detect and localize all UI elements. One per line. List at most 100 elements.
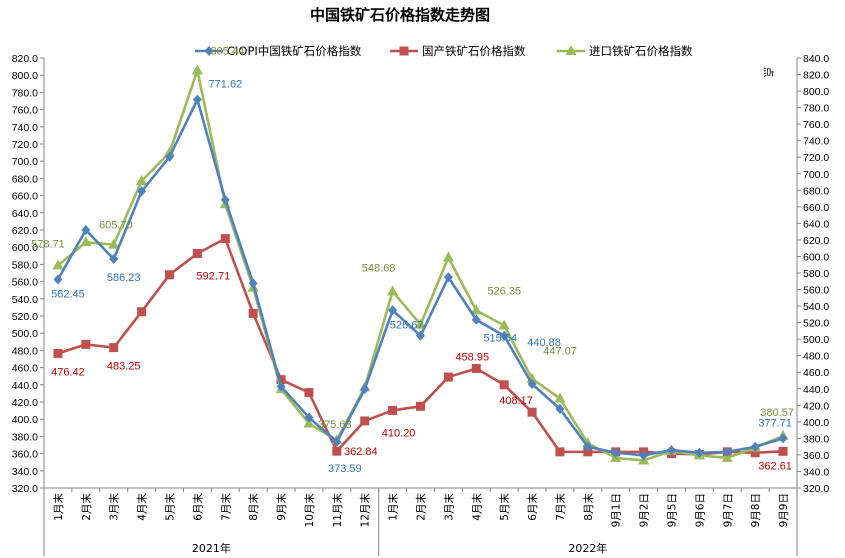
x-tick-label: 9月8日: [750, 493, 762, 527]
y2-tick-label: 480.0: [803, 351, 829, 363]
y-tick-label: 640.0: [12, 208, 38, 220]
x-tick-label: 3月末: [108, 493, 121, 521]
data-point-square: [443, 372, 453, 382]
series-0: [53, 94, 788, 461]
x-tick-label: 1月末: [52, 493, 65, 521]
data-label: 362.84: [344, 446, 378, 458]
data-point-square: [304, 388, 314, 398]
data-point-diamond: [360, 384, 370, 395]
data-point-square: [416, 401, 425, 411]
data-point-diamond: [304, 412, 314, 423]
data-point-triangle: [470, 304, 482, 315]
data-point-triangle: [498, 319, 510, 330]
data-point-square: [137, 307, 147, 317]
y2-tick-label: 540.0: [803, 301, 829, 313]
y2-tick-label: 820.0: [803, 70, 829, 82]
data-label: 380.57: [760, 407, 794, 419]
y2-tick-label: 500.0: [803, 334, 829, 346]
data-point-square: [332, 446, 342, 456]
data-label: 771.62: [209, 79, 243, 91]
y2-tick-label: 580.0: [803, 268, 829, 280]
data-point-diamond: [248, 278, 258, 289]
data-point-diamond: [109, 254, 119, 265]
y2-tick-label: 620.0: [803, 235, 829, 247]
y-tick-label: 540.0: [12, 294, 38, 306]
group-label: 2021年: [192, 541, 231, 555]
data-point-diamond: [165, 151, 174, 162]
data-point-square: [53, 348, 63, 358]
x-tick-label: 9月1日: [611, 493, 623, 527]
y2-tick-label: 360.0: [803, 450, 829, 462]
data-point-square: [527, 407, 537, 417]
data-point-square: [399, 46, 409, 56]
x-tick-label: 6月末: [191, 493, 204, 521]
data-point-square: [555, 447, 565, 457]
data-label: 605.70: [99, 219, 133, 231]
y2-tick-label: 460.0: [803, 367, 829, 379]
x-tick-label: 9月末: [275, 493, 288, 521]
chart-title: 中国铁矿石价格指数走势图: [310, 6, 490, 24]
data-label: 447.07: [543, 346, 577, 358]
data-point-triangle: [415, 318, 426, 329]
data-label: 362.61: [758, 460, 792, 472]
y2-tick-label: 320.0: [803, 483, 829, 495]
x-tick-label: 1月末: [387, 493, 400, 521]
data-point-diamond: [53, 274, 63, 285]
legend-label: 国产铁矿石价格指数: [422, 44, 526, 58]
y2-tick-label: 740.0: [803, 136, 829, 148]
data-point-triangle: [191, 64, 203, 75]
data-label: 526.67: [390, 319, 424, 331]
series-1: [53, 234, 788, 459]
x-tick-label: 10月末: [303, 493, 316, 528]
data-point-triangle: [303, 417, 315, 428]
legend-item: CIOPI中国铁矿石价格指数: [195, 44, 362, 58]
data-point-diamond: [722, 446, 732, 457]
data-point-square: [583, 447, 593, 457]
y-tick-label: 600.0: [12, 242, 38, 254]
data-point-diamond: [694, 447, 704, 458]
y2-tick-label: 600.0: [803, 251, 829, 263]
x-tick-label: 2月末: [80, 493, 93, 521]
x-tick-label: 3月末: [442, 493, 455, 521]
data-point-diamond: [220, 194, 230, 205]
data-label: 592.71: [197, 270, 231, 282]
data-point-diamond: [499, 330, 509, 341]
data-point-triangle: [721, 451, 733, 462]
y2-tick-label: 640.0: [803, 218, 829, 230]
x-tick-label: 9月5日: [667, 493, 679, 527]
data-point-diamond: [443, 272, 453, 283]
y2-tick-label: 680.0: [803, 185, 829, 197]
y2-tick-label: 780.0: [803, 103, 829, 115]
data-point-square: [388, 405, 398, 415]
data-point-diamond: [750, 441, 760, 452]
axes: 320.0 340.0 360.0 380.0 400.0 420.0 440.0 460.0…: [12, 53, 829, 556]
data-point-square: [471, 364, 481, 374]
data-label: 408.17: [499, 395, 533, 407]
legend: CIOPI中国铁矿石价格指数 国产铁矿石价格指数 进口铁矿石价格指数: [195, 44, 693, 58]
data-point-triangle: [387, 285, 399, 296]
data-label: 805.44: [211, 46, 245, 58]
legend-item: 进口铁矿石价格指数: [557, 44, 693, 58]
data-point-square: [778, 446, 788, 456]
y2-tick-label: 400.0: [803, 417, 829, 429]
x-tick-label: 8月末: [582, 493, 595, 521]
y-tick-label: 440.0: [12, 380, 38, 392]
data-point-triangle: [565, 45, 577, 55]
data-point-diamond: [778, 433, 788, 444]
y-tick-label: 320.0: [12, 483, 38, 495]
data-point-square: [165, 270, 174, 280]
group-label: 2022年: [568, 541, 607, 555]
x-tick-label: 4月末: [136, 493, 149, 521]
legend-item: 国产铁矿石价格指数: [390, 44, 526, 58]
data-point-diamond: [137, 186, 147, 197]
series-layer: [52, 64, 789, 465]
data-point-diamond: [527, 379, 537, 390]
data-label: 515.64: [483, 333, 517, 345]
data-point-triangle: [442, 251, 454, 262]
x-tick-label: 12月末: [359, 493, 372, 528]
y-tick-label: 780.0: [12, 87, 38, 99]
data-point-square: [109, 343, 119, 353]
y-tick-label: 700.0: [12, 156, 38, 168]
data-label: 410.20: [382, 427, 416, 439]
